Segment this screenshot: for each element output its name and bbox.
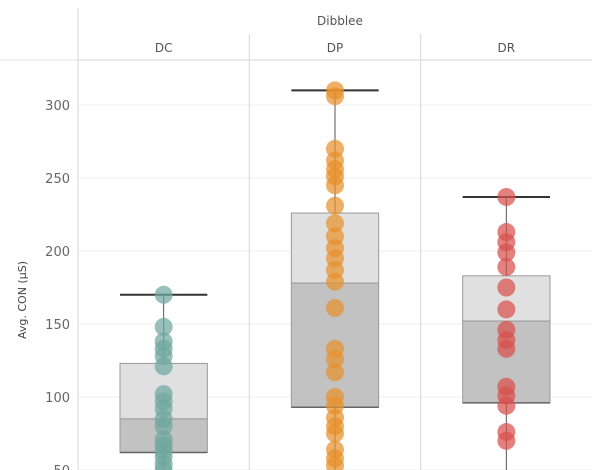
data-point (497, 396, 516, 415)
data-point (326, 214, 344, 233)
y-tick-label: 250 (45, 172, 70, 187)
data-point (497, 431, 516, 450)
y-axis-label: Avg. CON (µS) (16, 261, 29, 339)
y-tick-label: 200 (45, 245, 70, 260)
panels: DC DP DR (119, 41, 551, 470)
data-point (326, 272, 344, 291)
data-point (497, 187, 516, 206)
data-point (326, 350, 344, 369)
data-point (326, 196, 344, 215)
data-point (154, 285, 173, 304)
data-point (497, 243, 516, 262)
data-point (497, 300, 516, 319)
panel-header: DP (327, 41, 343, 55)
data-point (326, 456, 344, 470)
panel-dc: DC (119, 41, 208, 470)
data-point (497, 278, 516, 297)
panel-header: DC (155, 41, 173, 55)
data-point (326, 298, 344, 317)
y-tick-label: 100 (45, 391, 70, 406)
data-point (326, 87, 344, 106)
panel-frame (0, 8, 592, 470)
y-tick-label: 50 (53, 464, 70, 470)
column-header: Dibblee (317, 14, 363, 28)
data-point (154, 417, 173, 436)
data-point (497, 258, 516, 277)
y-tick-label: 300 (45, 99, 70, 114)
y-axis-ticks: 50 100 150 200 250 300 (45, 99, 70, 470)
data-point (326, 176, 344, 195)
data-point (326, 424, 344, 443)
data-point (497, 339, 516, 358)
data-point (154, 461, 173, 470)
panel-header: DR (498, 41, 516, 55)
panel-dp: DP (290, 41, 380, 470)
data-point (326, 363, 344, 382)
y-tick-label: 150 (45, 318, 70, 333)
panel-dr: DR (462, 41, 551, 470)
data-point (154, 317, 173, 336)
data-point (154, 357, 173, 376)
